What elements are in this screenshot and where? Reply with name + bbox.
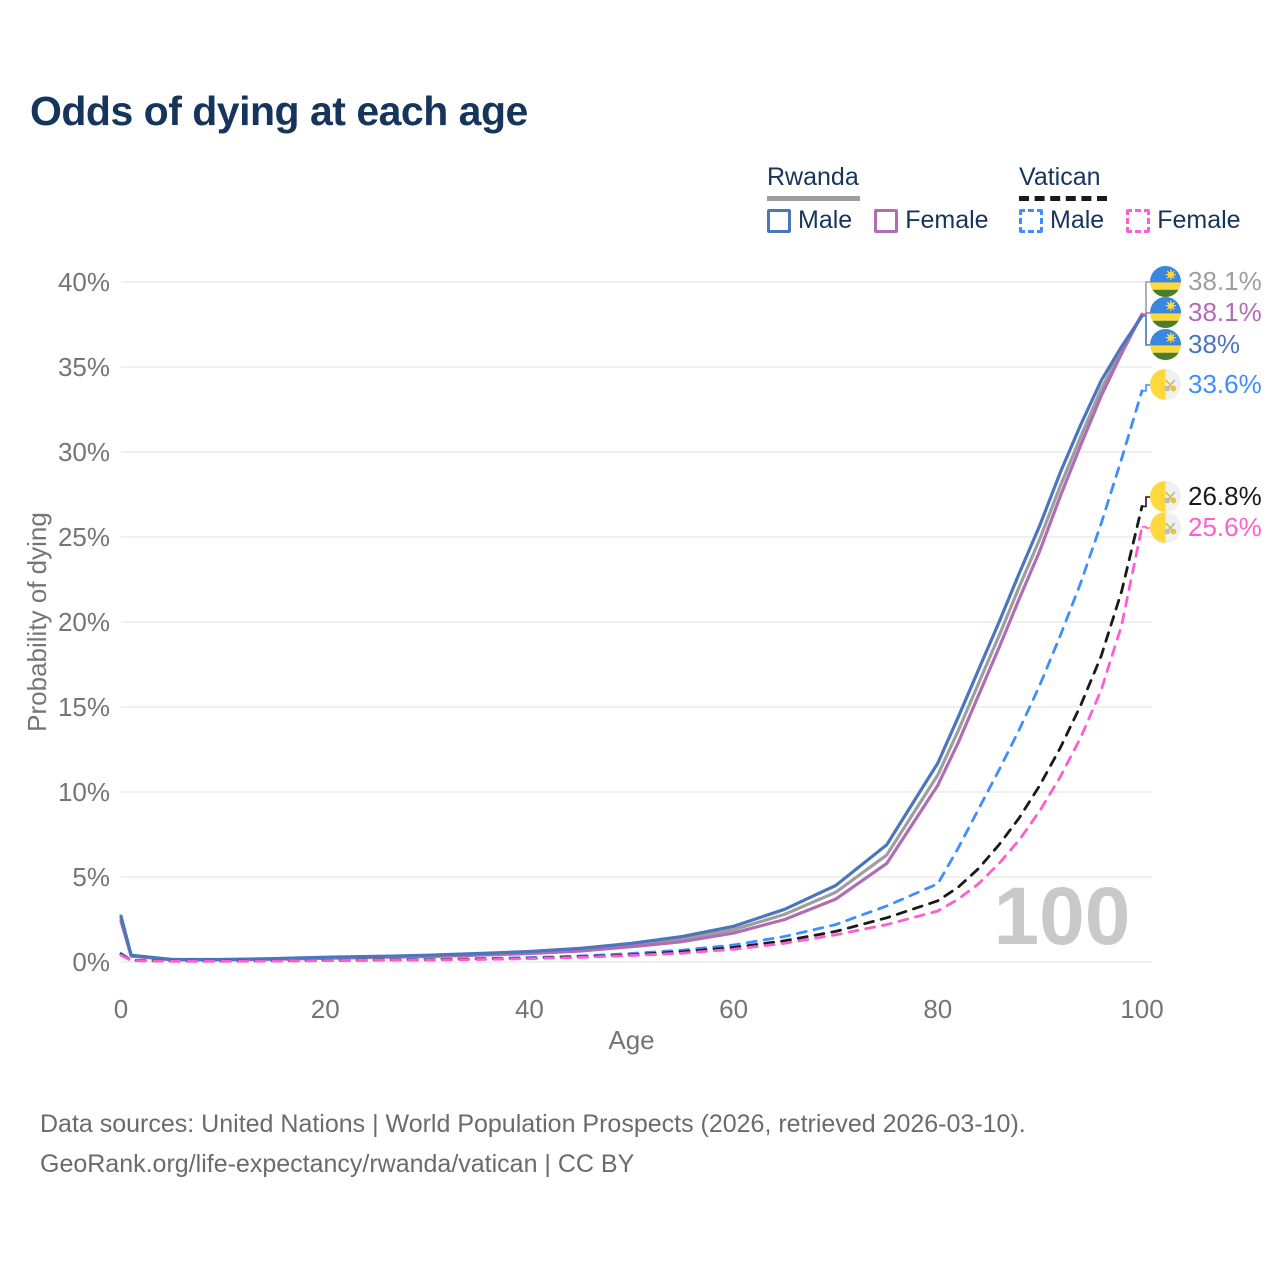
checkbox-icon[interactable] [1126,208,1151,233]
end-label-value: 25.6% [1188,512,1262,542]
footer: Data sources: United Nations | World Pop… [40,1104,1026,1184]
series-line [119,389,1144,963]
legend-rwanda-group: Rwanda [767,163,860,201]
x-tick-label: 0 [114,994,128,1024]
legend-rwanda-female-toggle[interactable]: Female [874,206,989,235]
series-line [119,312,1144,962]
legend-vatican-group: Vatican [1019,163,1107,201]
legend-rwanda-male-toggle[interactable]: Male [767,206,852,235]
end-label-connector [1142,384,1150,392]
legend-vatican-female-label: Female [1157,206,1241,234]
end-label-value: 26.8% [1188,481,1262,511]
y-tick-label: 10% [58,777,110,807]
x-tick-label: 60 [719,994,748,1024]
legend-rwanda-male-label: Male [798,206,853,234]
series-line [119,525,1144,963]
legend-vatican-male-toggle[interactable]: Male [1019,206,1104,235]
end-label-row: 38% [1150,329,1240,360]
y-tick-label: 20% [58,607,110,637]
y-tick-label: 15% [58,692,110,722]
legend-rwanda-title: Rwanda [767,163,859,191]
legend-vatican-items: Male Female [1019,206,1241,235]
y-tick-label: 30% [58,437,110,467]
legend-rwanda-line-swatch [767,196,860,201]
legend-rwanda-female-label: Female [905,206,989,234]
page-title: Odds of dying at each age [30,88,528,134]
x-tick-label: 100 [1120,994,1163,1024]
vatican-flag-icon [1150,512,1181,543]
end-label-connector [1142,312,1150,316]
legend-vatican-line-swatch [1019,196,1107,201]
end-label-connector [1142,315,1150,346]
end-label-row: 33.6% [1150,369,1262,400]
end-label-value: 38.1% [1188,266,1262,296]
legend-rwanda-items: Male Female [767,206,989,235]
rwanda-flag-icon [1150,329,1181,360]
y-tick-label: 5% [72,862,110,892]
checkbox-icon[interactable] [874,208,899,233]
age-watermark: 100 [994,871,1131,962]
series-line [119,505,1144,963]
end-label-row: 38.1% [1150,266,1262,297]
checkbox-icon[interactable] [1019,208,1043,233]
end-label-row: 38.1% [1150,297,1262,328]
end-label-value: 38% [1188,329,1241,359]
end-label-connector [1142,525,1150,529]
vatican-flag-icon [1150,369,1181,400]
y-tick-label: 0% [72,947,110,977]
y-axis-title: Probability of dying [22,512,52,732]
end-label-connector [1142,281,1150,316]
checkbox-icon[interactable] [767,208,791,233]
footer-attribution-line: GeoRank.org/life-expectancy/rwanda/vatic… [40,1150,635,1178]
legend-vatican-female-toggle[interactable]: Female [1126,206,1241,235]
x-axis-title: Age [608,1025,654,1055]
y-tick-label: 40% [58,267,110,297]
end-label-row: 25.6% [1150,512,1262,543]
y-tick-label: 35% [58,352,110,382]
x-tick-label: 20 [311,994,340,1024]
series-line [119,314,1144,962]
end-label-value: 33.6% [1188,369,1262,399]
footer-source-line: Data sources: United Nations | World Pop… [40,1110,1026,1138]
x-tick-label: 40 [515,994,544,1024]
series-line [119,312,1144,962]
end-label-row: 26.8% [1150,481,1262,512]
end-label-value: 38.1% [1188,297,1262,327]
legend-vatican-title: Vatican [1019,163,1101,191]
vatican-flag-icon [1150,481,1181,512]
rwanda-flag-icon [1150,297,1181,328]
rwanda-flag-icon [1150,266,1181,297]
legend-vatican-male-label: Male [1050,206,1105,234]
end-label-connector [1142,496,1150,508]
x-tick-label: 80 [923,994,952,1024]
y-tick-label: 25% [58,522,110,552]
